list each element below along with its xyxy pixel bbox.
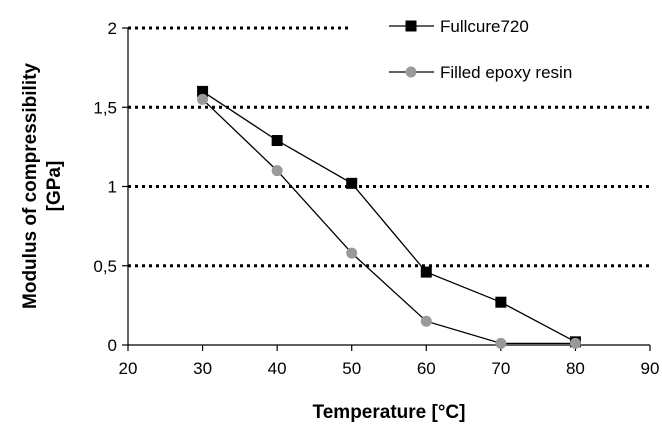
legend-label-0: Fullcure720: [440, 17, 529, 36]
tick-labels: 0 0,5 1 1,5 2 20 30 40 50 60 70 80 90: [93, 19, 659, 378]
data-point-0-3: [420, 266, 432, 278]
x-axis-label: Temperature [°C]: [313, 402, 466, 423]
data-point-0-0: [197, 85, 209, 97]
data-point-1-3: [420, 315, 432, 327]
y-axis-label-line-1: Modulus of compressibility: [20, 63, 41, 309]
x-tick-label-1: 30: [193, 359, 212, 378]
series-1: [197, 93, 581, 349]
data-point-1-2: [346, 247, 358, 259]
x-tick-label-2: 40: [268, 359, 287, 378]
data-point-1-1: [271, 165, 283, 177]
data-point-1-5: [569, 337, 581, 349]
data-point-1-4: [495, 337, 507, 349]
data-point-0-4: [495, 296, 507, 308]
legend-marker-1: [405, 66, 417, 78]
legend-label-1: Filled epoxy resin: [440, 63, 572, 82]
x-tick-label-6: 80: [566, 359, 585, 378]
y-axis-label-line-2: [GPa]: [44, 161, 65, 212]
legend-box: [352, 4, 652, 96]
y-tick-label-3: 1,5: [93, 98, 117, 117]
y-tick-label-2: 1: [108, 178, 117, 197]
x-tick-label-3: 50: [342, 359, 361, 378]
y-tick-label-1: 0,5: [93, 257, 117, 276]
y-tick-label-4: 2: [108, 19, 117, 38]
series-0: [197, 85, 581, 348]
y-axis-label: Modulus of compressibility [GPa]: [20, 63, 65, 309]
series-line-0: [202, 90, 576, 343]
x-tick-label-5: 70: [491, 359, 510, 378]
data-point-0-1: [271, 135, 283, 147]
series-line-1: [202, 98, 576, 345]
y-tick-label-0: 0: [108, 336, 117, 355]
series: [197, 85, 581, 349]
data-point-1-0: [197, 93, 209, 105]
data-point-0-2: [346, 177, 358, 189]
x-tick-label-0: 20: [119, 359, 138, 378]
x-tick-label-7: 90: [641, 359, 660, 378]
x-tick-label-4: 60: [417, 359, 436, 378]
legend-marker-0: [405, 20, 417, 32]
legend: Fullcure720 Filled epoxy resin: [352, 4, 652, 96]
